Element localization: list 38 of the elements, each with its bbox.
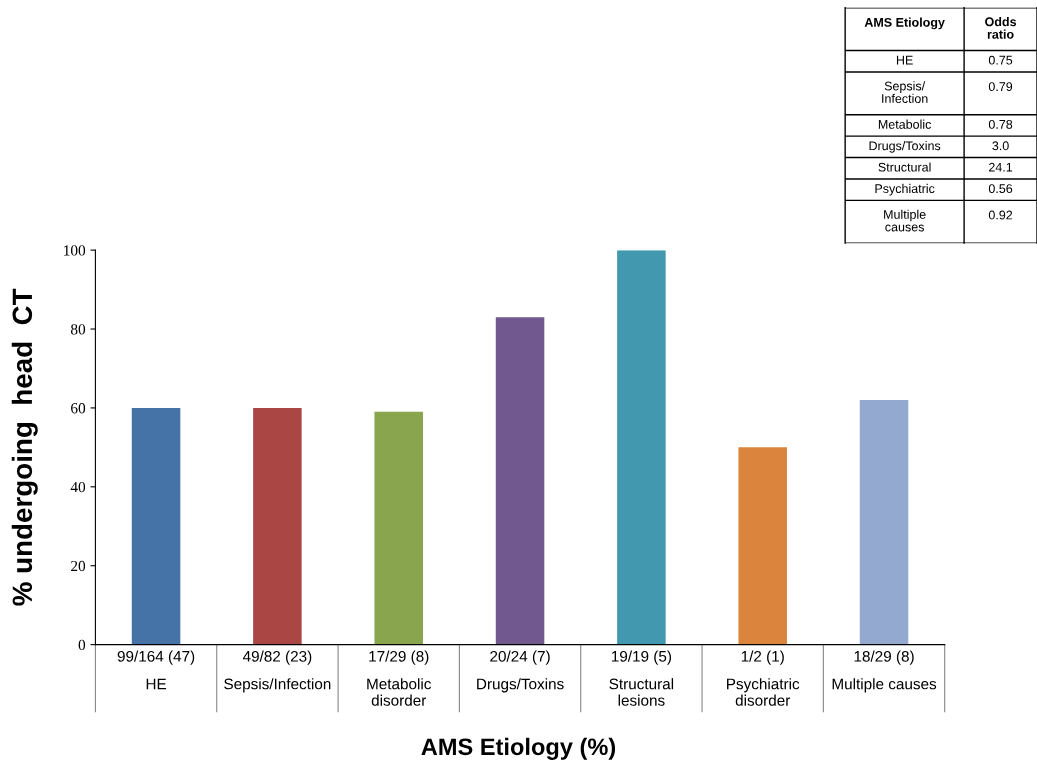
y-tick-label: 20 [71, 560, 86, 572]
text: HE [896, 55, 913, 65]
text: 0.78 [988, 119, 1013, 129]
y-tick-label: 80 [70, 324, 86, 335]
x-tick-label: 1/2 (1) Psychiatric disorder [727, 650, 800, 706]
x-tick-label: 99/164 (47) HE [117, 650, 195, 690]
x-tick-label: 17/29 (8) Metabolic disorder [367, 650, 432, 706]
bar [859, 400, 909, 645]
bar [374, 411, 423, 645]
text: 0.79 [988, 82, 1013, 92]
y-tick-label: 0 [78, 639, 86, 651]
text: Structural [878, 162, 931, 172]
x-tick-label: 49/82 (23) Sepsis/Infection [224, 650, 331, 693]
bar [131, 407, 181, 645]
y-axis-title: % undergoing head CT [11, 288, 38, 606]
y-tick-label: 40 [70, 481, 86, 493]
text: Odds ratio [985, 17, 1017, 39]
text: Sepsis/ Infection [882, 81, 928, 103]
x-tick-label: 18/29 (8) Multiple causes [832, 650, 937, 693]
text: 0.56 [988, 184, 1013, 194]
y-tick-label: 100 [64, 245, 86, 256]
x-axis-title: AMS Etiology (%) [421, 737, 616, 760]
text: 24.1 [989, 162, 1013, 172]
bar [495, 317, 545, 645]
text: 0.75 [988, 55, 1013, 65]
text: Psychiatric [875, 183, 935, 196]
text: Metabolic [878, 119, 932, 129]
bar [253, 407, 302, 645]
text: 0.92 [988, 210, 1013, 220]
bar [617, 250, 666, 645]
text: Drugs/Toxins [869, 141, 941, 153]
x-tick-label: 19/19 (5) Structural lesions [609, 650, 674, 706]
bar [738, 447, 787, 645]
text: AMS Etiology [864, 17, 945, 30]
text: Multiple causes [884, 209, 926, 232]
y-tick-label: 60 [71, 403, 86, 414]
text: 3.0 [992, 141, 1009, 151]
x-tick-label: 20/24 (7) Drugs/Toxins [477, 650, 564, 693]
